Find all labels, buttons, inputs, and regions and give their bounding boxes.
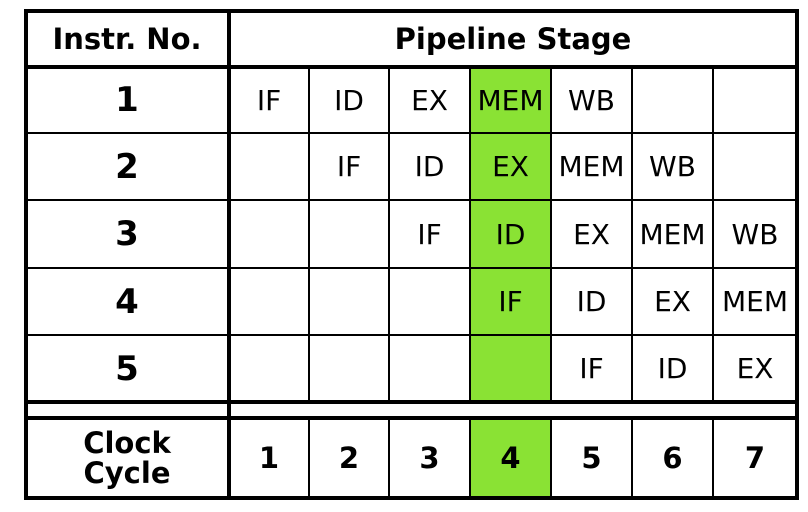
stage-cell: [713, 67, 797, 133]
instruction-number: 5: [115, 348, 139, 389]
grid-line: [631, 67, 633, 402]
stage-cell: WB: [731, 217, 779, 251]
stage-cell: [309, 200, 389, 268]
grid-line: [24, 199, 799, 201]
grid-line: [469, 418, 471, 498]
highlight-cycle-cell: [470, 418, 551, 498]
stage-cell: MEM: [721, 285, 788, 318]
stage-cell: [389, 268, 470, 335]
stage-cell: ID: [414, 150, 445, 183]
grid-line: [550, 418, 552, 498]
highlight-column: [470, 67, 551, 402]
grid-line: [24, 132, 799, 134]
instruction-number: 4: [115, 281, 139, 322]
grid-line: [24, 400, 799, 404]
stage-cell: ID: [576, 285, 607, 318]
stage-cell: ID: [334, 83, 364, 117]
stage-cell: IF: [579, 352, 604, 385]
instruction-number: 2: [115, 146, 139, 187]
cycle-number: 2: [338, 441, 360, 475]
stage-cell: EX: [411, 83, 448, 117]
grid-line: [24, 334, 799, 336]
stage-cell: [229, 200, 309, 268]
stage-cell: [713, 133, 797, 200]
instr-no-header: Instr. No.: [52, 22, 202, 56]
grid-line: [24, 416, 799, 420]
grid-line: [795, 9, 799, 500]
grid-line: [308, 67, 310, 402]
stage-cell: IF: [417, 217, 442, 251]
pipeline-stage-header: Pipeline Stage: [394, 22, 632, 56]
grid-line: [24, 496, 799, 500]
stage-cell: [229, 268, 309, 335]
grid-line: [388, 67, 390, 402]
cycle-number: 4: [500, 441, 521, 475]
clock-label-line1: Clock: [83, 426, 171, 460]
stage-cell: IF: [256, 83, 282, 117]
stage-cell: EX: [492, 150, 529, 183]
grid-line: [24, 9, 28, 500]
grid-line: [631, 418, 633, 498]
grid-line: [712, 418, 714, 498]
grid-line: [712, 67, 714, 402]
clock-cycle-label: Clock Cycle: [25, 418, 229, 498]
stage-cell: IF: [336, 150, 362, 183]
stage-cell: EX: [736, 352, 774, 385]
cycle-number: 1: [258, 441, 280, 475]
instruction-number: 1: [115, 80, 139, 120]
clock-label-line2: Cycle: [83, 456, 171, 490]
stage-cell: MEM: [477, 83, 544, 117]
grid-line: [24, 9, 799, 13]
stage-cell: WB: [568, 83, 615, 117]
stage-cell: EX: [654, 285, 691, 318]
cycle-number: 3: [419, 441, 440, 475]
cycle-number: 5: [581, 441, 602, 475]
stage-cell: [309, 335, 389, 402]
stage-cell: [309, 268, 389, 335]
cycle-number: 7: [744, 441, 766, 475]
grid-line: [227, 9, 231, 500]
stage-cell: [470, 335, 551, 402]
stage-cell: [632, 67, 713, 133]
grid-line: [388, 418, 390, 498]
stage-cell: MEM: [639, 217, 706, 251]
instruction-number: 3: [115, 214, 139, 254]
stage-cell: ID: [495, 217, 526, 251]
grid-line: [24, 65, 799, 69]
grid-line: [24, 267, 799, 269]
grid-line: [550, 67, 552, 402]
stage-cell: [229, 133, 309, 200]
stage-cell: EX: [573, 217, 610, 251]
stage-cell: [229, 335, 309, 402]
cycle-number: 6: [662, 441, 683, 475]
grid-line: [308, 418, 310, 498]
stage-cell: IF: [498, 285, 523, 318]
stage-cell: [389, 335, 470, 402]
grid-line: [469, 67, 471, 402]
stage-cell: MEM: [558, 150, 625, 183]
stage-cell: ID: [657, 352, 688, 385]
stage-cell: WB: [649, 150, 696, 183]
